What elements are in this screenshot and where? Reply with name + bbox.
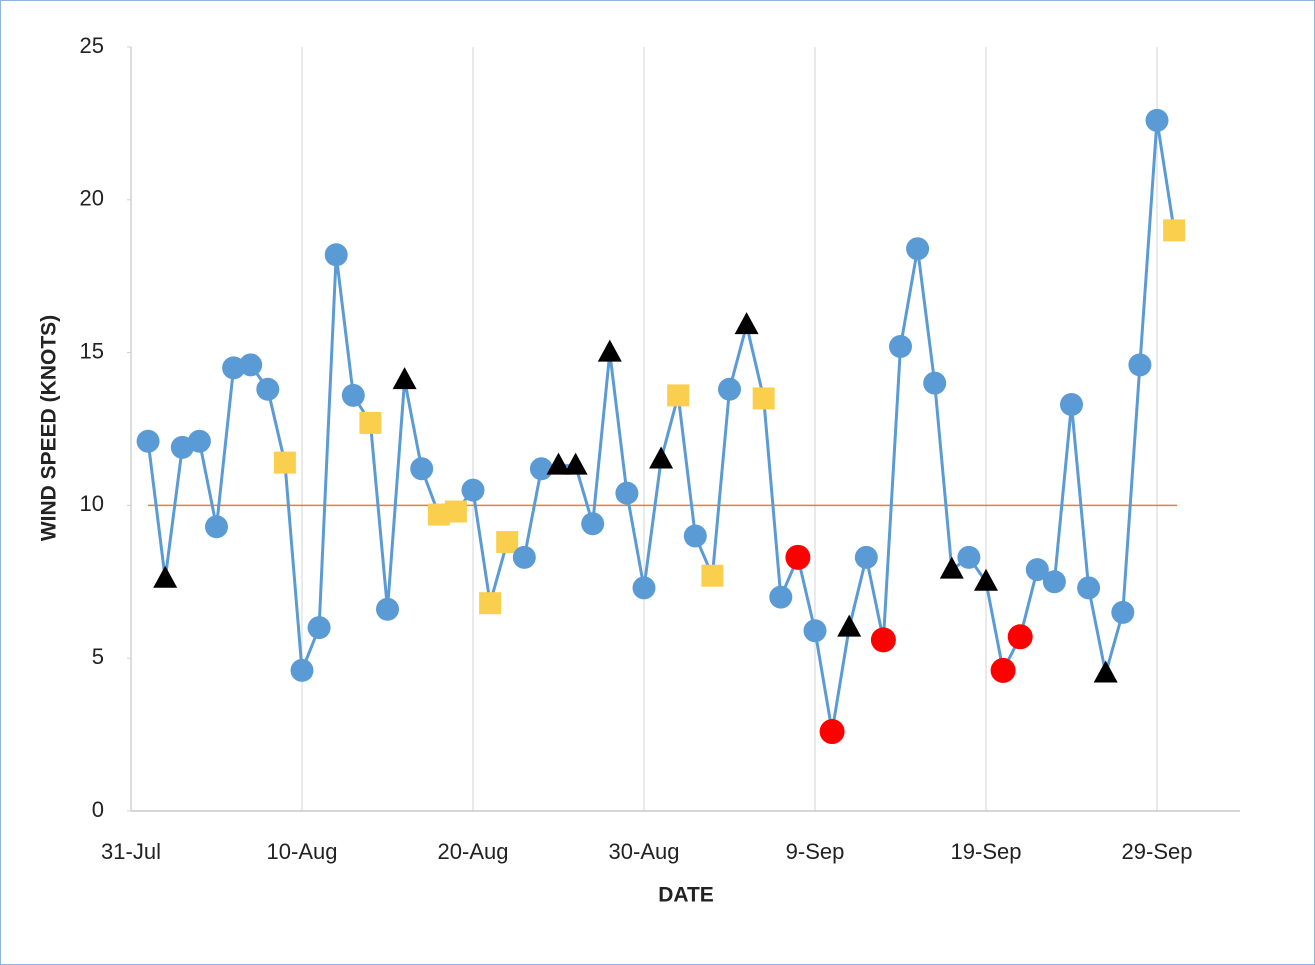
circle-marker xyxy=(1025,558,1049,582)
circle-marker xyxy=(923,371,947,395)
triangle-marker xyxy=(546,452,571,475)
x-tick-label: 31-Jul xyxy=(101,839,161,864)
circle-marker xyxy=(870,627,896,653)
circle-marker xyxy=(376,597,399,621)
square-marker xyxy=(444,500,467,523)
circle-marker xyxy=(906,237,930,261)
square-marker xyxy=(1163,219,1186,242)
triangle-marker xyxy=(837,614,862,637)
circle-marker xyxy=(1145,108,1169,132)
circle-marker xyxy=(785,544,811,570)
triangle-marker xyxy=(939,556,964,579)
triangle-marker xyxy=(153,565,178,588)
circle-marker xyxy=(136,429,160,453)
y-axis-title: WIND SPEED (KNOTS) xyxy=(38,315,61,541)
circle-marker xyxy=(615,481,639,505)
square-marker xyxy=(479,592,502,615)
circle-marker xyxy=(1007,624,1033,650)
circle-marker xyxy=(1128,353,1152,377)
square-marker xyxy=(496,531,519,554)
triangle-marker xyxy=(597,339,622,362)
circle-marker xyxy=(307,616,331,640)
x-tick-label: 10-Aug xyxy=(267,839,338,864)
x-tick-label: 30-Aug xyxy=(609,839,680,864)
circle-marker xyxy=(769,585,793,609)
square-marker xyxy=(359,411,382,434)
circle-marker xyxy=(683,524,707,548)
circle-marker xyxy=(1111,600,1135,624)
triangle-marker xyxy=(649,446,674,469)
circle-marker xyxy=(205,515,228,539)
triangle-marker xyxy=(734,312,759,335)
circle-marker xyxy=(461,478,485,502)
circle-marker xyxy=(341,383,365,407)
circle-marker xyxy=(819,719,845,745)
circle-marker xyxy=(290,658,314,682)
circle-marker xyxy=(256,377,280,401)
circle-marker xyxy=(803,619,827,643)
circle-marker xyxy=(222,356,246,380)
x-tick-label: 20-Aug xyxy=(438,839,509,864)
circle-marker xyxy=(1042,570,1066,594)
circle-marker xyxy=(957,545,981,569)
circle-marker xyxy=(239,353,263,377)
circle-marker xyxy=(324,243,348,267)
square-marker xyxy=(752,387,775,410)
circle-marker xyxy=(1060,393,1083,417)
square-marker xyxy=(273,451,296,474)
circle-marker xyxy=(990,657,1016,683)
circle-marker xyxy=(889,334,912,358)
x-tick-label: 29-Sep xyxy=(1122,839,1193,864)
circle-marker xyxy=(529,457,553,481)
triangle-marker xyxy=(563,452,588,475)
x-axis-title: DATE xyxy=(658,884,714,907)
y-tick-label: 15 xyxy=(80,338,104,363)
circle-marker xyxy=(1077,576,1101,600)
y-tick-label: 10 xyxy=(80,491,104,516)
y-tick-label: 25 xyxy=(80,33,104,58)
x-tick-label: 9-Sep xyxy=(786,839,845,864)
square-marker xyxy=(667,384,690,407)
circle-marker xyxy=(632,576,656,600)
circle-marker xyxy=(854,545,878,569)
circle-marker xyxy=(187,429,211,453)
triangle-marker xyxy=(392,367,417,390)
circle-marker xyxy=(512,545,536,569)
square-marker xyxy=(427,503,450,526)
triangle-marker xyxy=(1093,660,1118,683)
circle-marker xyxy=(410,457,434,481)
y-tick-label: 20 xyxy=(80,186,104,211)
square-marker xyxy=(701,564,724,587)
circle-marker xyxy=(581,512,605,536)
y-tick-label: 0 xyxy=(92,797,104,822)
triangle-marker xyxy=(974,568,998,591)
circle-marker xyxy=(718,377,741,401)
x-tick-label: 19-Sep xyxy=(951,839,1022,864)
y-tick-label: 5 xyxy=(92,644,104,669)
